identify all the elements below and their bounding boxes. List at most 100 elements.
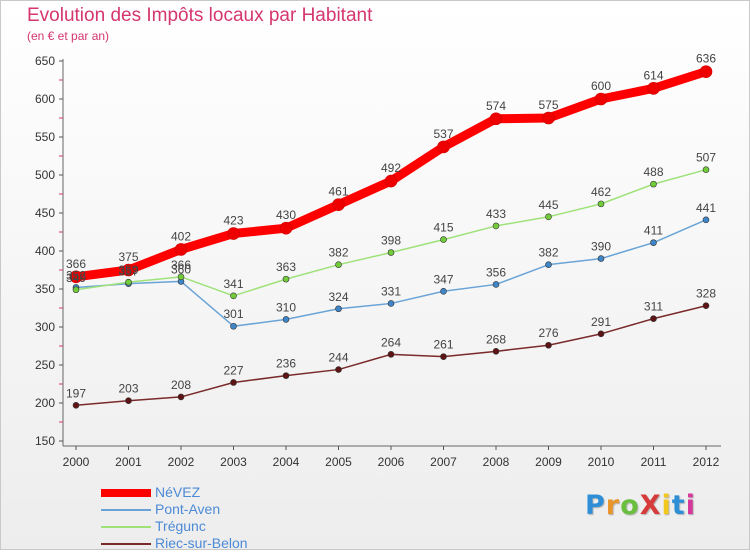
y-tick-label: 300 <box>35 320 55 334</box>
data-label: 324 <box>328 290 348 304</box>
data-point <box>125 278 132 286</box>
data-point <box>282 316 290 323</box>
x-tick-label: 2008 <box>483 455 510 469</box>
y-tick-label: 550 <box>35 130 55 144</box>
data-point <box>335 305 342 313</box>
data-label: 575 <box>538 98 558 112</box>
logo-letter: o <box>620 490 640 521</box>
logo-letter: i <box>661 490 672 521</box>
data-label: 276 <box>538 326 558 340</box>
data-label: 430 <box>276 208 296 222</box>
data-label: 363 <box>276 260 296 274</box>
data-label: 227 <box>223 363 243 377</box>
data-label: 236 <box>276 357 296 371</box>
legend-label: Trégunc <box>155 518 206 534</box>
data-label: 244 <box>328 351 348 365</box>
data-label: 614 <box>643 68 663 82</box>
data-label: 264 <box>381 335 401 349</box>
data-label: 445 <box>538 198 558 212</box>
data-point <box>72 286 80 294</box>
legend-swatch <box>101 543 151 545</box>
data-point <box>230 292 237 300</box>
data-label: 208 <box>171 378 191 392</box>
data-point <box>545 213 552 221</box>
y-tick-label: 200 <box>35 396 55 410</box>
x-tick-label: 2000 <box>63 455 90 469</box>
data-label: 352 <box>66 268 86 282</box>
data-point <box>230 322 237 330</box>
data-point <box>335 261 342 268</box>
data-point <box>702 166 710 173</box>
data-label: 433 <box>486 207 506 221</box>
x-tick-label: 2001 <box>115 455 142 469</box>
x-tick-label: 2006 <box>378 455 405 469</box>
data-label: 357 <box>118 265 138 279</box>
logo-letter: t <box>671 490 686 521</box>
data-point <box>545 261 552 268</box>
proxiti-logo: ProXiti <box>585 490 696 521</box>
data-label: 375 <box>118 250 138 264</box>
data-point <box>332 198 345 211</box>
logo-letter: X <box>639 490 662 521</box>
data-point <box>282 372 290 379</box>
data-point <box>597 330 605 338</box>
logo-letter: P <box>585 490 606 521</box>
x-tick-label: 2009 <box>535 455 562 469</box>
data-label: 366 <box>171 258 191 272</box>
data-point <box>177 393 185 401</box>
logo-letter: r <box>605 490 621 521</box>
data-point <box>384 174 398 188</box>
data-label: 423 <box>223 214 243 228</box>
legend-label: Pont-Aven <box>155 501 221 517</box>
data-point <box>545 341 552 349</box>
data-label: 402 <box>171 229 191 243</box>
data-label: 359 <box>118 263 138 277</box>
data-label: 382 <box>538 246 558 260</box>
data-point <box>647 82 660 95</box>
y-tick-label: 350 <box>35 282 55 296</box>
y-tick-label: 450 <box>35 206 55 220</box>
data-point <box>699 65 713 78</box>
data-label: 415 <box>433 221 453 235</box>
x-tick-label: 2004 <box>273 455 300 469</box>
data-point <box>492 222 500 230</box>
y-tick-label: 650 <box>35 54 55 68</box>
data-label: 360 <box>171 262 191 276</box>
x-tick-label: 2010 <box>588 455 615 469</box>
data-point <box>594 92 608 106</box>
legend-label: Riec-sur-Belon <box>155 535 248 551</box>
data-label: 382 <box>328 246 348 260</box>
data-point <box>702 216 710 224</box>
data-label: 390 <box>591 240 611 254</box>
y-tick-label: 150 <box>35 434 55 448</box>
data-point <box>279 221 293 235</box>
data-label: 203 <box>118 382 138 396</box>
y-tick-label: 600 <box>35 92 55 106</box>
data-label: 197 <box>66 386 86 400</box>
data-label: 398 <box>381 234 401 248</box>
data-label: 347 <box>433 272 453 286</box>
data-point <box>650 315 657 322</box>
data-point <box>492 281 500 288</box>
x-tick-label: 2007 <box>430 455 457 469</box>
data-point <box>650 239 657 246</box>
series-lines <box>69 65 713 409</box>
data-point <box>440 353 447 360</box>
data-label: 356 <box>486 265 506 279</box>
y-tick-label: 500 <box>35 168 55 182</box>
data-label: 301 <box>223 307 243 321</box>
data-labels: 197 203 208 227 236 244 264 261 268 276 291 311 328 3… <box>66 52 716 401</box>
chart-title: Evolution des Impôts locaux par Habitant <box>27 5 373 26</box>
data-label: 349 <box>66 271 86 285</box>
data-point <box>440 236 447 243</box>
x-tick-label: 2003 <box>220 455 247 469</box>
data-point <box>177 273 185 281</box>
y-tick-label: 400 <box>35 244 55 258</box>
data-label: 492 <box>381 161 401 175</box>
data-label: 462 <box>591 185 611 199</box>
logo-letter: i <box>685 490 696 521</box>
data-label: 537 <box>433 127 453 141</box>
data-label: 636 <box>696 52 716 66</box>
data-point <box>72 401 80 409</box>
data-label: 600 <box>591 79 611 93</box>
